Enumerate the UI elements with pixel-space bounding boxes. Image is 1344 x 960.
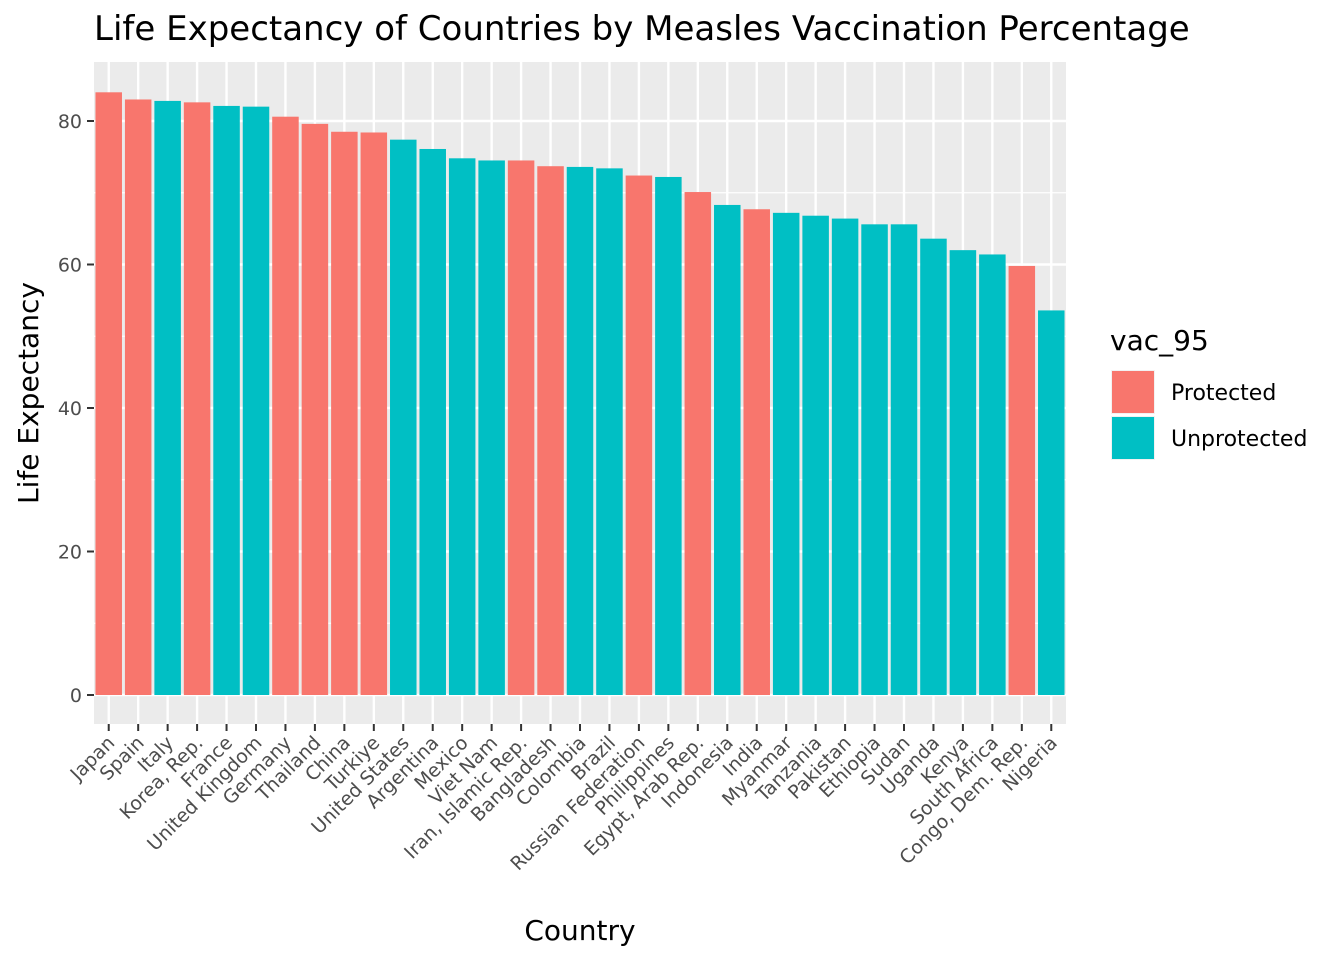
bar [507, 160, 535, 695]
bar [213, 105, 240, 696]
bar [655, 176, 682, 696]
y-tick-label: 60 [58, 255, 82, 277]
bars [95, 92, 1065, 696]
bar [242, 106, 270, 695]
bar [949, 250, 977, 695]
bar [390, 139, 417, 695]
legend-label: Protected [1171, 381, 1276, 406]
bar [979, 254, 1006, 695]
bar [831, 218, 859, 695]
legend-swatch [1112, 371, 1154, 413]
bar [301, 123, 329, 696]
legend: vac_95 Protected Unprotected [1110, 324, 1307, 460]
bar [684, 192, 712, 695]
bar [566, 166, 594, 696]
bar [95, 92, 122, 696]
bar [625, 175, 653, 695]
bar [1038, 310, 1065, 695]
x-axis-title: Country [524, 914, 635, 947]
bar [596, 168, 623, 696]
bar [890, 224, 918, 695]
bar [537, 166, 564, 695]
y-tick-label: 20 [58, 542, 82, 564]
bar [1008, 265, 1036, 695]
legend-title: vac_95 [1110, 324, 1209, 357]
bar [478, 160, 505, 695]
bar [331, 131, 358, 695]
bar [920, 238, 947, 696]
bar [419, 148, 446, 696]
y-tick-label: 40 [58, 398, 82, 420]
bar [183, 102, 211, 696]
chart-title: Life Expectancy of Countries by Measles … [94, 9, 1190, 49]
bar [772, 212, 800, 695]
bar [272, 116, 299, 695]
bar [743, 209, 770, 695]
y-tick-label: 0 [70, 685, 82, 707]
bar [124, 99, 152, 696]
bar [861, 224, 888, 695]
bar [714, 204, 741, 695]
y-tick-label: 80 [58, 111, 82, 133]
legend-swatch [1112, 417, 1154, 459]
bar [154, 100, 181, 695]
bar [448, 158, 476, 695]
bar [802, 215, 829, 695]
y-axis: 0 20 40 60 80 [58, 111, 94, 707]
bar [360, 132, 388, 696]
y-axis-title: Life Expectancy [12, 282, 45, 504]
legend-label: Unprotected [1171, 427, 1307, 452]
